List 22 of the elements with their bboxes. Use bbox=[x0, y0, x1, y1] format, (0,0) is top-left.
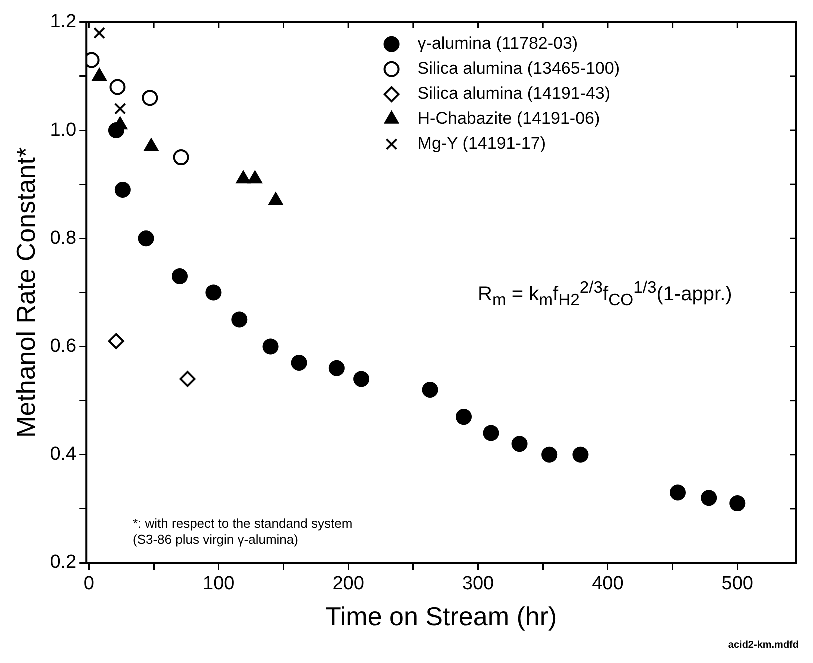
legend-label: Mg-Y (14191-17) bbox=[418, 134, 546, 154]
x-tick-label: 400 bbox=[592, 574, 624, 595]
x-tick-label: 500 bbox=[722, 574, 754, 595]
x-tick-label: 0 bbox=[84, 574, 94, 595]
y-tick-label: 0.2 bbox=[50, 552, 77, 574]
y-tick-label: 1.0 bbox=[50, 120, 77, 141]
y-tick-label: 0.6 bbox=[50, 336, 77, 357]
y-tick-label: 0.4 bbox=[50, 444, 78, 466]
x-axis-title: Time on Stream (hr) bbox=[325, 602, 558, 632]
legend-label: Silica alumina (13465-100) bbox=[418, 59, 620, 78]
x-tick-label: 300 bbox=[462, 574, 494, 595]
y-tick-label: 0.8 bbox=[50, 228, 77, 249]
x-tick-label: 200 bbox=[332, 574, 364, 595]
text: R$_{m}$ = k$_{m}$f$_{H2}$$^{2/3}$f$_{CO}$$^{1/3}$(1-appr.) bbox=[478, 278, 732, 310]
text: acid2-km.mdfd bbox=[728, 640, 799, 651]
y-axis-title: Methanol Rate Constant* bbox=[10, 147, 41, 438]
legend-label: γ-alumina (11782-03) bbox=[418, 34, 578, 54]
x-tick-label: 100 bbox=[203, 574, 235, 595]
legend-label: H-Chabazite (14191-06) bbox=[418, 109, 600, 128]
annotation: *: with respect to the standand system (S3-86 plus virgin γ-alumina) bbox=[133, 516, 353, 548]
legend-label: Silica alumina (14191-43) bbox=[418, 84, 611, 104]
y-tick-label: 1.2 bbox=[50, 12, 77, 33]
